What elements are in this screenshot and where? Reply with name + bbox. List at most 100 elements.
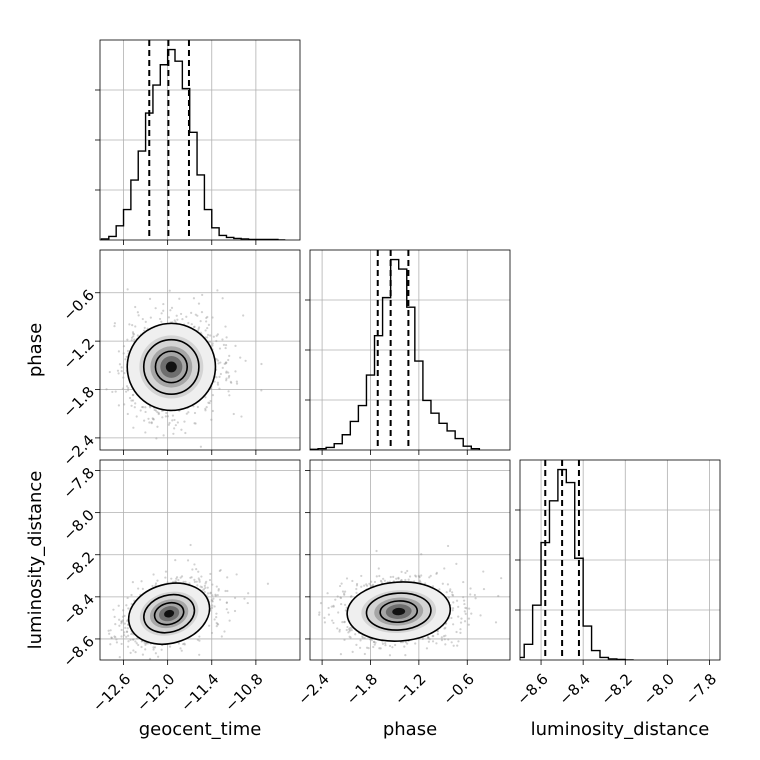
scatter-point [120, 370, 123, 373]
scatter-point [455, 599, 459, 602]
scatter-point [148, 657, 152, 660]
scatter-point [113, 322, 116, 325]
scatter-point [467, 623, 470, 626]
scatter-point [474, 597, 477, 600]
scatter-point [368, 638, 372, 641]
scatter-point [384, 644, 387, 647]
scatter-point [139, 409, 142, 412]
scatter-point [372, 640, 375, 644]
scatter-point [435, 571, 438, 574]
scatter-point [196, 405, 199, 409]
scatter-point [180, 575, 184, 578]
scatter-point [418, 579, 421, 582]
scatter-point [443, 567, 446, 570]
scatter-point [134, 305, 137, 309]
scatter-point [198, 578, 201, 582]
panel-border [519, 459, 721, 661]
scatter-point [350, 629, 353, 632]
scatter-point [157, 411, 160, 415]
scatter-point [227, 376, 230, 379]
scatter-point [349, 626, 352, 630]
scatter-point [121, 619, 125, 622]
scatter-point [197, 326, 201, 329]
scatter-point [404, 578, 407, 582]
scatter-point [414, 642, 417, 645]
density-shade [392, 607, 406, 616]
scatter-point [156, 579, 159, 582]
scatter-point [113, 325, 116, 328]
scatter-point [431, 635, 434, 638]
x-tick-label: −8.2 [598, 670, 636, 708]
scatter-point [227, 358, 230, 362]
scatter-point [175, 314, 178, 317]
scatter-point [451, 609, 454, 612]
scatter-point [246, 601, 249, 605]
scatter-point [215, 334, 218, 337]
scatter-point [181, 318, 184, 321]
scatter-point [418, 575, 421, 578]
scatter-point [482, 570, 485, 573]
contour-line [153, 601, 185, 626]
scatter-point [338, 584, 342, 588]
y-tick-label: −1.8 [60, 383, 98, 421]
scatter-point [343, 603, 347, 606]
contour-line [365, 592, 432, 631]
scatter-point [109, 643, 112, 646]
scatter-point [343, 592, 346, 595]
scatter-point [392, 575, 395, 578]
y-axis-label: luminosity_distance [25, 471, 46, 650]
scatter-point [219, 568, 222, 572]
scatter-point [150, 421, 153, 424]
scatter-point [204, 409, 207, 412]
scatter-point [125, 385, 129, 388]
scatter-point [152, 573, 155, 576]
scatter-point [120, 620, 123, 623]
scatter-point [186, 559, 190, 562]
scatter-point [204, 396, 207, 399]
scatter-point [455, 562, 458, 566]
scatter-point [223, 362, 226, 365]
scatter-point [205, 406, 208, 409]
scatter-point [117, 350, 120, 353]
scatter-point [154, 584, 157, 587]
scatter-point [170, 306, 174, 309]
scatter-point [389, 575, 392, 579]
scatter-point [239, 356, 242, 359]
scatter-point [215, 612, 218, 615]
scatter-point [177, 578, 180, 582]
scatter-point [126, 596, 129, 600]
scatter-point [341, 590, 345, 593]
scatter-point [378, 647, 381, 650]
scatter-point [208, 340, 212, 344]
scatter-point [365, 583, 368, 586]
scatter-point [130, 339, 133, 342]
scatter-point [216, 289, 219, 292]
scatter-point [446, 544, 450, 548]
scatter-point [165, 411, 168, 415]
scatter-point [347, 628, 351, 631]
scatter-point [388, 654, 392, 657]
scatter-point [473, 593, 476, 597]
scatter-point [158, 317, 162, 321]
scatter-point [125, 635, 128, 638]
scatter-point [215, 339, 218, 343]
scatter-point [355, 582, 359, 586]
joint-phase-luminosity_distance [318, 544, 503, 657]
scatter-point [330, 605, 333, 608]
scatter-point [379, 579, 383, 582]
scatter-point [149, 316, 152, 319]
scatter-point [425, 647, 429, 650]
scatter-point [216, 381, 220, 384]
scatter-point [199, 445, 202, 448]
scatter-point [145, 642, 148, 645]
scatter-point [374, 641, 377, 644]
scatter-point [213, 618, 216, 621]
scatter-point [171, 419, 174, 422]
scatter-point [164, 415, 167, 418]
scatter-point [111, 390, 114, 394]
scatter-point [339, 596, 342, 599]
scatter-point [432, 634, 435, 638]
scatter-point [403, 645, 406, 648]
scatter-point [190, 576, 193, 579]
scatter-point [460, 617, 463, 620]
